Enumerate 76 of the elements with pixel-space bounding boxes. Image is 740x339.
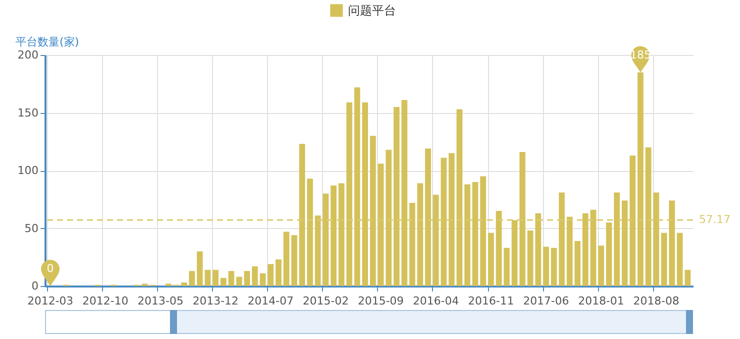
- bar: [519, 152, 526, 286]
- bar: [504, 248, 510, 286]
- x-tick-label: 2018-08: [633, 294, 680, 308]
- y-tick-label: 50: [24, 222, 38, 235]
- x-tick-label: 2014-07: [248, 294, 294, 308]
- y-tick-label: 200: [18, 48, 38, 62]
- bar: [645, 147, 652, 286]
- bar: [661, 232, 668, 286]
- bar: [630, 155, 636, 286]
- bar: [550, 248, 557, 286]
- x-tick-label: 2016-04: [412, 294, 459, 308]
- bar: [409, 202, 416, 286]
- bar: [606, 222, 612, 286]
- bar: [181, 282, 188, 286]
- x-tick-label: 2017-06: [523, 294, 570, 308]
- y-axis-title: 平台数量(家): [16, 36, 80, 48]
- y-tick-label: 150: [18, 106, 38, 120]
- bar: [276, 259, 282, 286]
- bar: [291, 235, 298, 286]
- x-tick-label: 2012-10: [82, 294, 128, 308]
- bar: [425, 148, 431, 286]
- bar: [480, 176, 486, 286]
- x-tick-label: 2016-11: [468, 294, 514, 308]
- bar: [669, 200, 675, 286]
- bar: [338, 183, 344, 286]
- bar: [614, 192, 620, 286]
- bar: [472, 182, 478, 286]
- bar: [252, 266, 258, 286]
- bar: [582, 213, 588, 286]
- bar: [189, 270, 195, 286]
- bar: [417, 183, 424, 286]
- bar: [314, 216, 321, 286]
- x-tick-label: 2013-05: [137, 294, 184, 308]
- bar: [268, 264, 274, 286]
- bar: [512, 220, 518, 286]
- bar: [220, 278, 226, 286]
- bar: [299, 144, 306, 286]
- bar: [456, 109, 462, 286]
- bar: [322, 194, 329, 286]
- bar: [260, 273, 266, 286]
- x-tick-label: 2012-03: [27, 294, 74, 308]
- bar: [432, 194, 439, 286]
- bar: [464, 184, 470, 286]
- bar: [488, 232, 494, 286]
- bar: [448, 153, 455, 286]
- y-tick-label: 100: [18, 164, 38, 177]
- bar: [622, 200, 628, 286]
- bar: [394, 106, 400, 286]
- bar: [236, 276, 242, 286]
- bar: [370, 136, 376, 286]
- bar: [598, 246, 604, 286]
- bar: [307, 178, 313, 286]
- data-label: 185: [630, 48, 651, 62]
- data-label: 0: [46, 262, 54, 275]
- bar: [566, 216, 573, 286]
- y-tick-label: 0: [32, 280, 38, 292]
- bar: [558, 192, 565, 286]
- bar: [228, 270, 234, 286]
- x-tick-label: 2018-01: [578, 294, 624, 308]
- x-tick-label: 2015-09: [358, 294, 404, 308]
- bar: [212, 270, 219, 286]
- bar: [496, 210, 502, 286]
- x-tick-label: 2015-02: [302, 294, 349, 308]
- bar: [653, 192, 660, 286]
- x-tick-label: 2013-12: [192, 294, 239, 308]
- ref-line-label: 57.17: [699, 212, 730, 226]
- bar: [543, 246, 549, 286]
- legend-label: 问题平台: [348, 4, 396, 18]
- bar: [401, 100, 408, 286]
- bar: [574, 240, 580, 286]
- bar: [283, 232, 290, 286]
- bar: [440, 158, 447, 286]
- bar: [330, 186, 337, 286]
- bar: [244, 270, 250, 286]
- bar: [362, 102, 368, 286]
- bar: [590, 210, 596, 286]
